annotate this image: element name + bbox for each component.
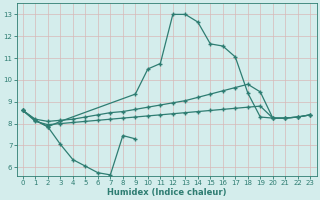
X-axis label: Humidex (Indice chaleur): Humidex (Indice chaleur) [107,188,226,197]
